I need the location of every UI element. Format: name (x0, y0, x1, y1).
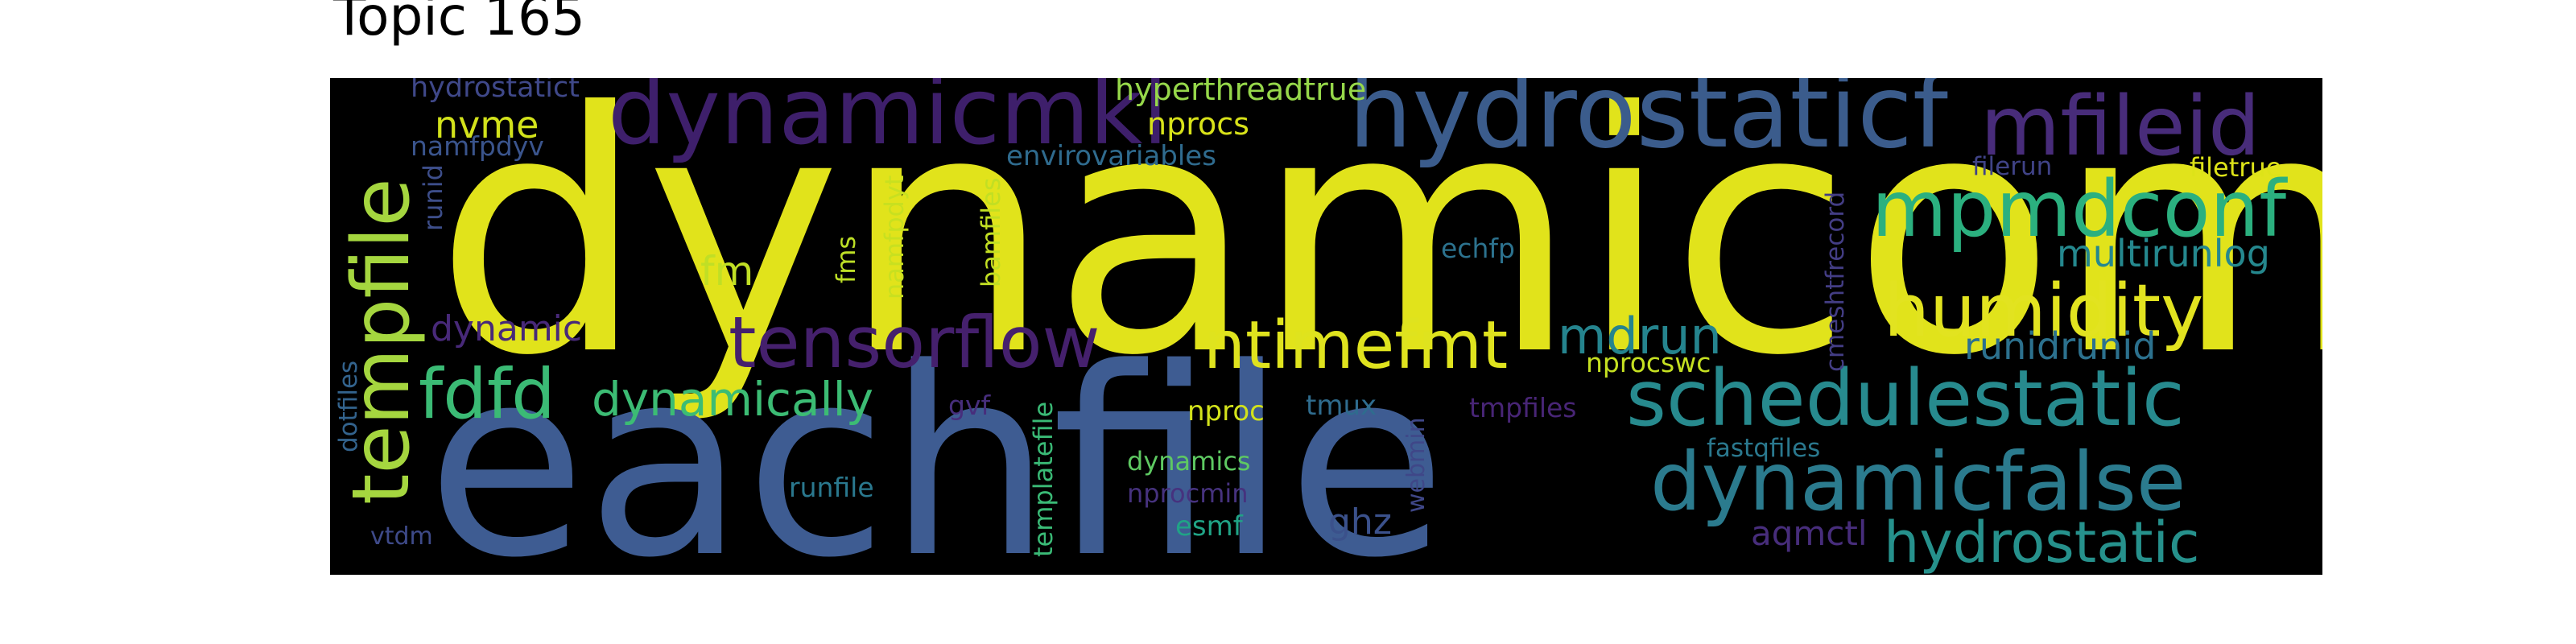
word-hyperthreadtrue: hyperthreadtrue (1115, 78, 1367, 107)
word-nprocswc: nprocswc (1586, 347, 1711, 378)
word-ghz: ghz (1328, 502, 1392, 543)
word-dynamically: dynamically (592, 372, 874, 427)
word-humidity: humidity (1884, 269, 2204, 353)
word-nvme: nvme (435, 103, 539, 147)
word-dynamicomp: dynamicomp (435, 78, 2322, 428)
word-templatefile: templatefile (1028, 401, 1059, 557)
word-aqmctl: aqmctl (1751, 514, 1868, 553)
word-namfpdyt: namfpdyt (879, 175, 910, 299)
word-envirovariables: envirovariables (1006, 140, 1216, 172)
word-fastqfiles: fastqfiles (1707, 434, 1821, 463)
word-esmf: esmf (1175, 510, 1243, 543)
word-vtdm: vtdm (370, 522, 433, 551)
word-gvf: gvf (948, 390, 991, 421)
word-schedulestatic: schedulestatic (1626, 353, 2185, 444)
word-hydrostaticf: hydrostaticf (1348, 78, 1948, 171)
word-bamfiles: bamfiles (976, 177, 1006, 288)
word-multirunlog: multirunlog (2057, 232, 2270, 275)
word-dynamic: dynamic (431, 308, 583, 349)
word-fms: fms (831, 235, 861, 283)
word-fdfd: fdfd (419, 354, 555, 435)
chart-title: Topic 165 (333, 0, 585, 47)
word-cloud: dynamicompeachfile hydrostaticf dynamicmkl… (330, 78, 2322, 575)
word-mfileid: mfileid (1980, 79, 2260, 175)
word-mpmdconf: mpmdconf (1872, 164, 2287, 254)
word-nproc: nproc (1187, 395, 1265, 427)
word-filerun: filerun (1972, 152, 2053, 181)
word-runid: runid (418, 164, 448, 231)
word-webmin: webmin (1402, 417, 1430, 513)
word-echfp: echfp (1441, 233, 1515, 264)
word-mdrun: mdrun (1558, 307, 1722, 365)
word-tmpfiles: tmpfiles (1469, 392, 1577, 423)
word-ntimefmt: ntimefmt (1203, 308, 1509, 384)
word-dynamicfalse: dynamicfalse (1650, 435, 2186, 529)
word-runidrunid: runidrunid (1964, 324, 2157, 368)
word-filetrue: filetrue (2190, 152, 2282, 183)
word-tmux: tmux (1306, 390, 1377, 422)
word-runfile: runfile (789, 472, 874, 503)
word-hydrostatic: hydrostatic (1884, 510, 2200, 575)
word-eachfile: eachfile (427, 312, 1447, 576)
word-fm: fm (700, 248, 754, 295)
word-dynamics: dynamics (1127, 446, 1251, 477)
word-nprocmin: nprocmin (1127, 478, 1249, 509)
word-namfpdyv: namfpdyv (411, 130, 544, 162)
word-cmeshtfrecord: cmeshtfrecord (1821, 191, 1850, 372)
word-hydrostatict: hydrostatict (411, 78, 580, 104)
word-tempfile: tempfile (336, 178, 427, 505)
word-dotfiles: dotfiles (334, 360, 363, 452)
word-nprocs: nprocs (1147, 106, 1249, 142)
word-dynamicmkl: dynamicmkl (608, 78, 1169, 165)
word-tensorflow: tensorflow (729, 301, 1100, 384)
